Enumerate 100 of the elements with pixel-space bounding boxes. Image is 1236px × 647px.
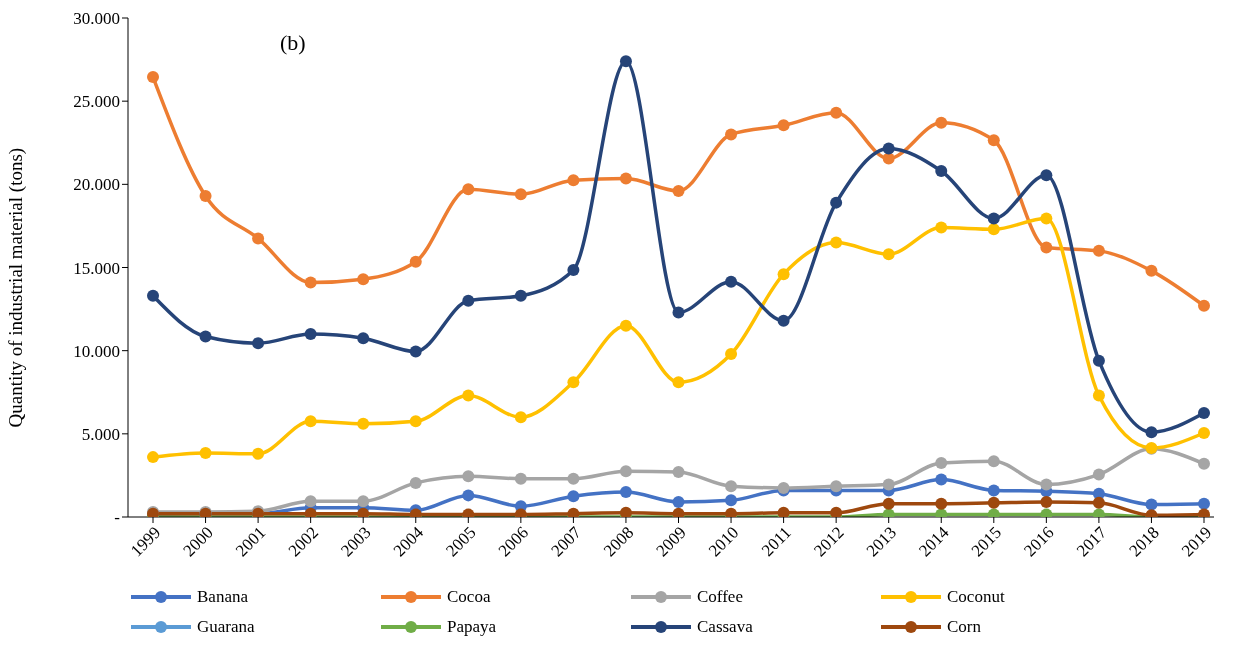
point [567, 490, 580, 503]
point [304, 415, 317, 428]
y-tick-label: 5.000 [81, 424, 120, 444]
point [672, 507, 685, 517]
point [199, 189, 212, 202]
point [199, 446, 212, 459]
point [462, 183, 475, 196]
point [462, 389, 475, 402]
point [304, 507, 317, 517]
point [409, 255, 422, 268]
point [252, 337, 265, 350]
legend-label: Guarana [197, 617, 255, 637]
legend-label: Cocoa [447, 587, 491, 607]
point [882, 478, 895, 491]
point [1092, 496, 1105, 509]
point [619, 319, 632, 332]
point [1145, 426, 1158, 439]
point [357, 332, 370, 345]
legend-label: Corn [947, 617, 981, 637]
point [830, 506, 843, 517]
point [252, 447, 265, 460]
point [777, 314, 790, 327]
point [357, 417, 370, 430]
point [409, 415, 422, 428]
point [1198, 407, 1210, 420]
point [935, 473, 948, 486]
point [882, 248, 895, 261]
point [935, 221, 948, 234]
legend-label: Coffee [697, 587, 743, 607]
point [987, 455, 1000, 468]
point [567, 376, 580, 389]
point [935, 116, 948, 129]
point [1145, 264, 1158, 277]
y-tick-label: 15.000 [73, 258, 120, 278]
point [567, 264, 580, 276]
point [514, 188, 527, 201]
point [725, 494, 738, 507]
point [935, 456, 948, 469]
point [252, 232, 265, 245]
point [357, 273, 370, 286]
point [830, 236, 843, 249]
annotation: (b) [280, 30, 306, 56]
point [462, 294, 475, 307]
point [409, 345, 422, 358]
point [672, 306, 685, 319]
point [777, 119, 790, 132]
point [672, 466, 685, 479]
y-tick-label: - [114, 508, 121, 528]
point [1198, 457, 1210, 470]
point [1198, 497, 1210, 510]
point [725, 480, 738, 493]
point [409, 476, 422, 489]
point [725, 347, 738, 360]
legend-label: Cassava [697, 617, 753, 637]
point [147, 451, 159, 464]
y-axis-title: Quantity of industrial material (tons) [4, 147, 27, 428]
legend-label: Papaya [447, 617, 497, 637]
y-tick-label: 20.000 [73, 175, 120, 195]
y-tick-label: 25.000 [73, 92, 120, 112]
point [882, 497, 895, 510]
point [672, 496, 685, 509]
point [514, 289, 527, 302]
point [1040, 169, 1053, 182]
point [935, 165, 948, 178]
point [567, 174, 580, 187]
point [987, 212, 1000, 225]
point [619, 55, 632, 68]
point [1092, 244, 1105, 257]
point [1040, 241, 1053, 254]
point [672, 184, 685, 197]
point [1145, 498, 1158, 511]
point [1040, 212, 1053, 225]
legend-label: Banana [197, 587, 248, 607]
point [1040, 478, 1053, 491]
point [462, 489, 475, 502]
point [1198, 427, 1210, 439]
point [199, 330, 212, 343]
point [1040, 496, 1053, 509]
y-tick-label: 10.000 [73, 341, 120, 361]
point [830, 196, 843, 209]
point [357, 507, 370, 517]
point [304, 495, 317, 508]
point [882, 142, 895, 155]
point [304, 328, 317, 341]
point [514, 411, 527, 424]
point [987, 134, 1000, 147]
point [619, 172, 632, 185]
point [672, 376, 685, 389]
point [725, 128, 738, 141]
point [1092, 389, 1105, 402]
point [725, 507, 738, 517]
point [619, 465, 632, 478]
point [147, 71, 159, 84]
point [777, 506, 790, 517]
y-tick-label: 30.000 [73, 9, 120, 29]
point [1198, 299, 1210, 312]
point [777, 268, 790, 281]
point [619, 506, 632, 517]
point [1092, 354, 1105, 367]
point [830, 106, 843, 119]
